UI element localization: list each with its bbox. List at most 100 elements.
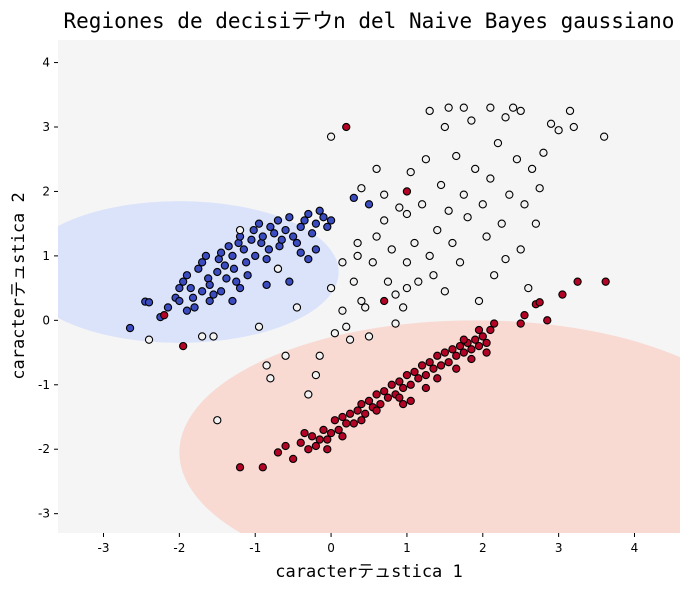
data-point-class-1 bbox=[338, 306, 347, 315]
data-point-class-2 bbox=[160, 311, 169, 320]
data-point-class-1 bbox=[490, 271, 499, 280]
data-point-class-2 bbox=[395, 377, 404, 386]
data-point-class-0 bbox=[213, 267, 222, 277]
decision-region-class-0 bbox=[58, 201, 339, 343]
data-point-class-1 bbox=[402, 258, 412, 267]
data-point-class-2 bbox=[334, 425, 343, 435]
data-point-class-1 bbox=[425, 251, 434, 261]
data-point-class-1 bbox=[554, 126, 563, 135]
data-point-class-0 bbox=[224, 242, 233, 251]
y-tick-label: -3 bbox=[38, 507, 50, 521]
data-point-class-0 bbox=[304, 209, 313, 219]
data-point-class-2 bbox=[425, 358, 434, 367]
data-point-class-1 bbox=[326, 283, 336, 293]
data-point-class-2 bbox=[433, 374, 442, 383]
data-point-class-2 bbox=[338, 412, 347, 422]
data-point-class-2 bbox=[315, 435, 324, 444]
data-point-class-1 bbox=[471, 164, 480, 174]
data-point-class-2 bbox=[258, 463, 267, 472]
data-point-class-1 bbox=[546, 119, 556, 128]
data-point-class-0 bbox=[270, 229, 279, 238]
data-point-class-2 bbox=[311, 441, 321, 451]
data-point-class-0 bbox=[319, 213, 328, 222]
data-point-class-2 bbox=[376, 399, 385, 409]
data-point-class-0 bbox=[216, 248, 226, 257]
data-point-class-1 bbox=[501, 113, 510, 122]
data-point-class-1 bbox=[512, 155, 522, 164]
data-point-class-2 bbox=[444, 358, 453, 367]
x-axis: -3 -2 -1 0 1 2 3 4 bbox=[98, 533, 638, 555]
data-point-class-0 bbox=[220, 261, 230, 270]
data-point-class-1 bbox=[395, 203, 404, 212]
x-tick-label: -3 bbox=[98, 541, 110, 555]
data-point-class-1 bbox=[357, 184, 366, 193]
data-point-class-1 bbox=[524, 283, 533, 293]
data-point-class-1 bbox=[380, 216, 389, 225]
data-point-class-2 bbox=[273, 448, 283, 457]
data-point-class-2 bbox=[361, 409, 370, 418]
data-point-class-2 bbox=[372, 406, 381, 415]
data-point-class-1 bbox=[380, 190, 389, 199]
data-point-class-0 bbox=[125, 323, 135, 333]
data-point-class-2 bbox=[459, 335, 468, 344]
data-point-class-1 bbox=[516, 245, 525, 254]
y-tick-label: 4 bbox=[42, 56, 50, 70]
data-point-class-2 bbox=[433, 351, 442, 360]
data-point-class-1 bbox=[368, 258, 377, 267]
data-point-class-2 bbox=[342, 419, 351, 428]
data-point-class-0 bbox=[222, 274, 231, 283]
data-point-class-2 bbox=[414, 374, 423, 383]
data-point-class-2 bbox=[398, 383, 408, 393]
data-point-class-2 bbox=[281, 441, 290, 451]
data-point-class-0 bbox=[285, 213, 294, 222]
data-point-class-2 bbox=[326, 428, 336, 438]
data-point-class-2 bbox=[357, 416, 366, 425]
data-point-class-1 bbox=[497, 219, 506, 228]
data-point-class-1 bbox=[421, 155, 431, 164]
data-point-class-2 bbox=[467, 354, 476, 364]
data-point-class-1 bbox=[493, 138, 503, 148]
x-tick-label: -2 bbox=[173, 541, 185, 555]
data-point-class-2 bbox=[452, 351, 461, 360]
data-point-class-1 bbox=[361, 303, 370, 312]
data-point-class-0 bbox=[188, 293, 198, 302]
data-point-class-0 bbox=[182, 306, 192, 315]
data-point-class-0 bbox=[175, 296, 184, 306]
data-point-class-1 bbox=[440, 287, 450, 296]
data-point-class-2 bbox=[296, 438, 305, 447]
data-point-class-0 bbox=[179, 277, 188, 286]
data-point-class-2 bbox=[490, 319, 499, 328]
x-axis-label: caracterテュstica 1 bbox=[275, 562, 463, 582]
data-point-class-2 bbox=[486, 325, 495, 335]
data-point-class-2 bbox=[304, 445, 313, 454]
data-point-class-1 bbox=[448, 238, 457, 248]
data-point-class-2 bbox=[421, 370, 431, 380]
data-point-class-1 bbox=[599, 132, 609, 141]
data-point-class-2 bbox=[471, 335, 480, 344]
data-point-class-1 bbox=[455, 258, 465, 267]
data-point-class-2 bbox=[482, 348, 491, 357]
data-point-class-1 bbox=[459, 103, 468, 112]
data-point-class-0 bbox=[262, 280, 271, 290]
data-point-class-1 bbox=[353, 238, 362, 248]
data-point-class-2 bbox=[474, 341, 484, 351]
data-point-class-1 bbox=[440, 122, 450, 132]
data-point-class-1 bbox=[311, 370, 321, 380]
data-point-class-1 bbox=[463, 213, 472, 222]
x-tick-label: 2 bbox=[479, 541, 487, 555]
data-point-class-0 bbox=[288, 232, 298, 241]
data-point-class-2 bbox=[543, 316, 552, 325]
data-point-class-1 bbox=[531, 219, 541, 228]
data-point-class-2 bbox=[474, 325, 484, 335]
data-point-class-1 bbox=[353, 251, 362, 261]
data-point-class-1 bbox=[235, 225, 245, 235]
data-point-class-1 bbox=[508, 103, 518, 112]
data-point-class-1 bbox=[527, 164, 537, 174]
data-point-class-0 bbox=[296, 222, 305, 232]
data-point-class-1 bbox=[486, 103, 495, 112]
data-point-class-2 bbox=[319, 425, 328, 435]
data-point-class-1 bbox=[213, 416, 222, 425]
data-point-class-0 bbox=[281, 225, 290, 235]
data-point-class-0 bbox=[216, 287, 226, 296]
data-point-class-1 bbox=[406, 167, 415, 177]
